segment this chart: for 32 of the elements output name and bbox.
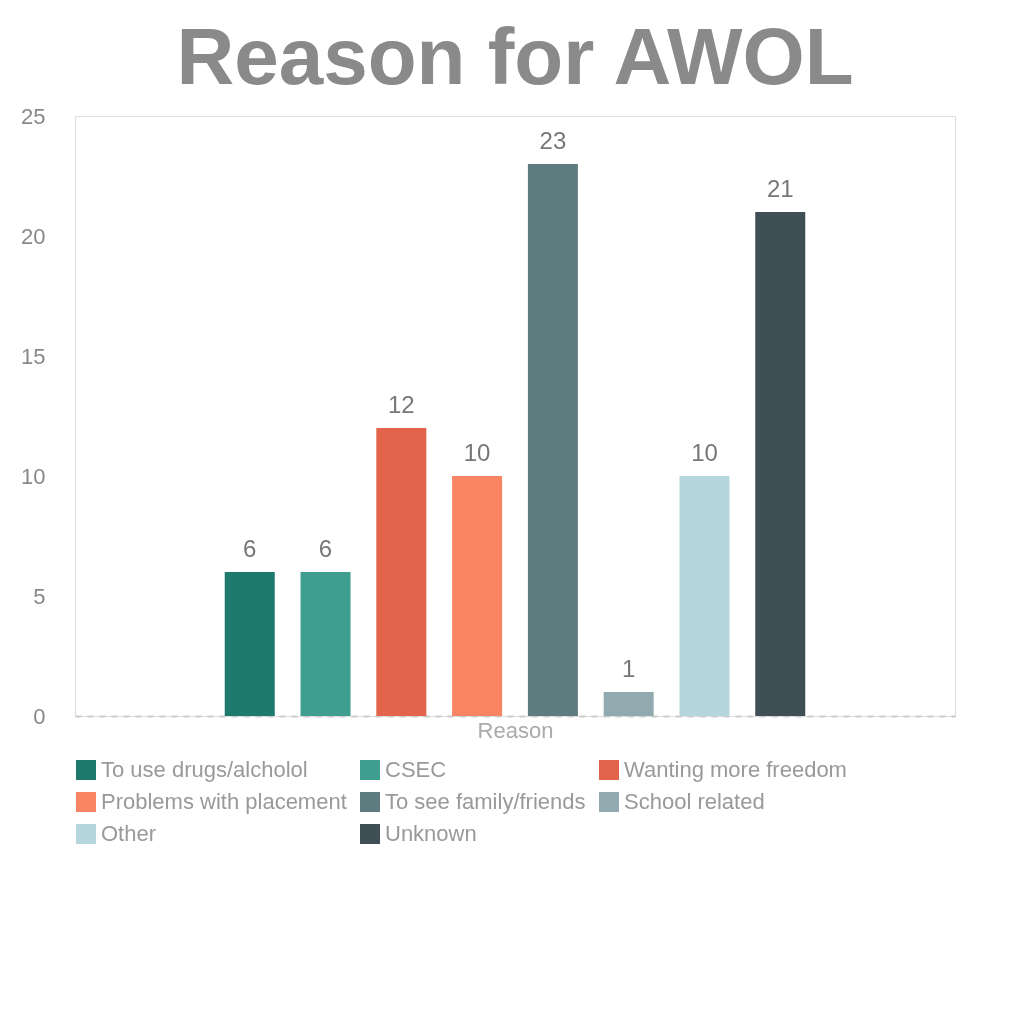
legend-label: To see family/friends [385, 789, 586, 814]
legend-label: Problems with placement [101, 789, 347, 814]
legend-label: Unknown [385, 821, 477, 846]
x-axis-title: Reason [477, 717, 554, 743]
bar [452, 476, 503, 716]
bar [679, 476, 730, 716]
bar [376, 428, 427, 716]
data-label: 10 [691, 439, 718, 466]
y-tick-label: 20 [21, 223, 46, 249]
data-label: 6 [318, 535, 333, 562]
data-label: 1 [622, 655, 636, 682]
y-tick-label: 0 [33, 703, 46, 729]
y-tick-label: 15 [21, 343, 46, 369]
data-label: 23 [539, 127, 567, 154]
bar [527, 164, 578, 716]
y-tick-label: 10 [21, 463, 46, 489]
y-tick-label: 5 [33, 583, 46, 609]
y-tick-label: 25 [21, 103, 46, 129]
legend-label: Wanting more freedom [624, 757, 847, 782]
bar [300, 572, 351, 716]
data-label: 10 [463, 439, 491, 466]
data-label: 6 [243, 535, 257, 562]
chart-title: Reason for AWOL [176, 12, 854, 101]
legend-label: School related [624, 789, 765, 814]
bar [603, 692, 654, 716]
bar [224, 572, 275, 716]
legend-label: CSEC [385, 757, 447, 782]
data-label: 21 [766, 175, 794, 202]
legend-label: To use drugs/alcholol [101, 757, 308, 782]
bar [755, 212, 806, 716]
legend-label: Other [101, 821, 157, 846]
data-label: 12 [387, 391, 415, 418]
